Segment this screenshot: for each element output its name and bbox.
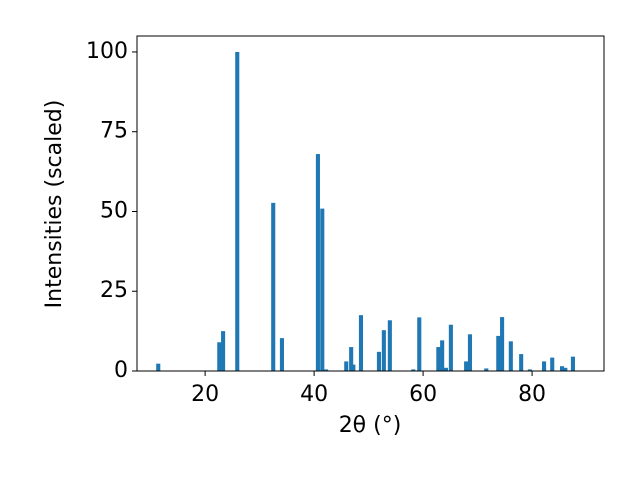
bar [417, 317, 422, 371]
bar [351, 364, 356, 371]
bar [349, 347, 354, 371]
bar [496, 335, 501, 371]
bar [217, 342, 222, 371]
bar [156, 363, 161, 371]
bar [279, 338, 284, 371]
bar [527, 369, 532, 371]
bar [448, 324, 453, 371]
bar [381, 330, 386, 371]
bar [235, 51, 240, 371]
bar [550, 357, 555, 371]
bar [324, 369, 329, 371]
bar [443, 367, 449, 371]
x-axis-label: 2θ (°) [339, 413, 402, 438]
y-tick-label: 0 [114, 358, 128, 383]
bar [542, 361, 547, 371]
bar [570, 356, 575, 371]
bar [315, 154, 320, 371]
y-tick-label: 25 [100, 278, 128, 303]
bar [508, 341, 513, 371]
plot-frame [136, 35, 605, 372]
bar [559, 366, 565, 371]
x-tick-label: 60 [409, 382, 437, 407]
bar [484, 368, 489, 371]
x-tick-label: 40 [300, 382, 328, 407]
bar [500, 317, 505, 371]
x-tick-label: 20 [191, 382, 219, 407]
bar [387, 320, 392, 371]
bar [271, 202, 276, 371]
bar [563, 367, 568, 371]
y-tick-label: 75 [100, 119, 128, 144]
y-tick-label: 100 [86, 39, 128, 64]
bar [376, 351, 381, 371]
y-axis-label: Intensities (scaled) [42, 100, 67, 309]
bar [320, 208, 325, 371]
x-tick-label: 80 [518, 382, 546, 407]
bar [464, 361, 469, 371]
y-tick-label: 50 [100, 198, 128, 223]
bar [519, 354, 524, 371]
bar [436, 347, 441, 371]
bar [221, 331, 226, 371]
bar [411, 369, 416, 371]
bar [440, 340, 445, 371]
bar [467, 334, 472, 371]
bar [344, 361, 349, 371]
bar [358, 315, 364, 371]
